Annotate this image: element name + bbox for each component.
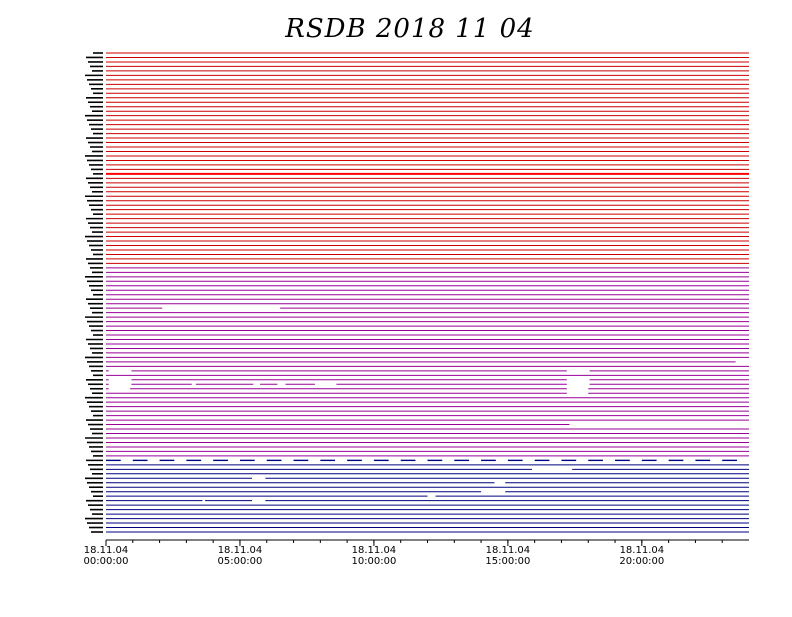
x-tick-date: 18.11.04 bbox=[486, 545, 531, 556]
x-tick-time: 05:00:00 bbox=[217, 556, 262, 567]
x-tick-date: 18.11.04 bbox=[218, 545, 263, 556]
x-tick-time: 15:00:00 bbox=[485, 556, 530, 567]
x-axis: 18.11.0400:00:0018.11.0405:00:0018.11.04… bbox=[84, 539, 749, 567]
x-tick-time: 20:00:00 bbox=[619, 556, 664, 567]
row-labels bbox=[85, 52, 103, 533]
x-tick-time: 10:00:00 bbox=[351, 556, 396, 567]
x-tick-date: 18.11.04 bbox=[620, 545, 665, 556]
timeline-rows bbox=[106, 52, 749, 533]
x-tick-date: 18.11.04 bbox=[84, 545, 129, 556]
x-tick-time: 00:00:00 bbox=[84, 556, 129, 567]
chart-title: RSDB 2018 11 04 bbox=[284, 14, 534, 44]
x-tick-date: 18.11.04 bbox=[352, 545, 397, 556]
